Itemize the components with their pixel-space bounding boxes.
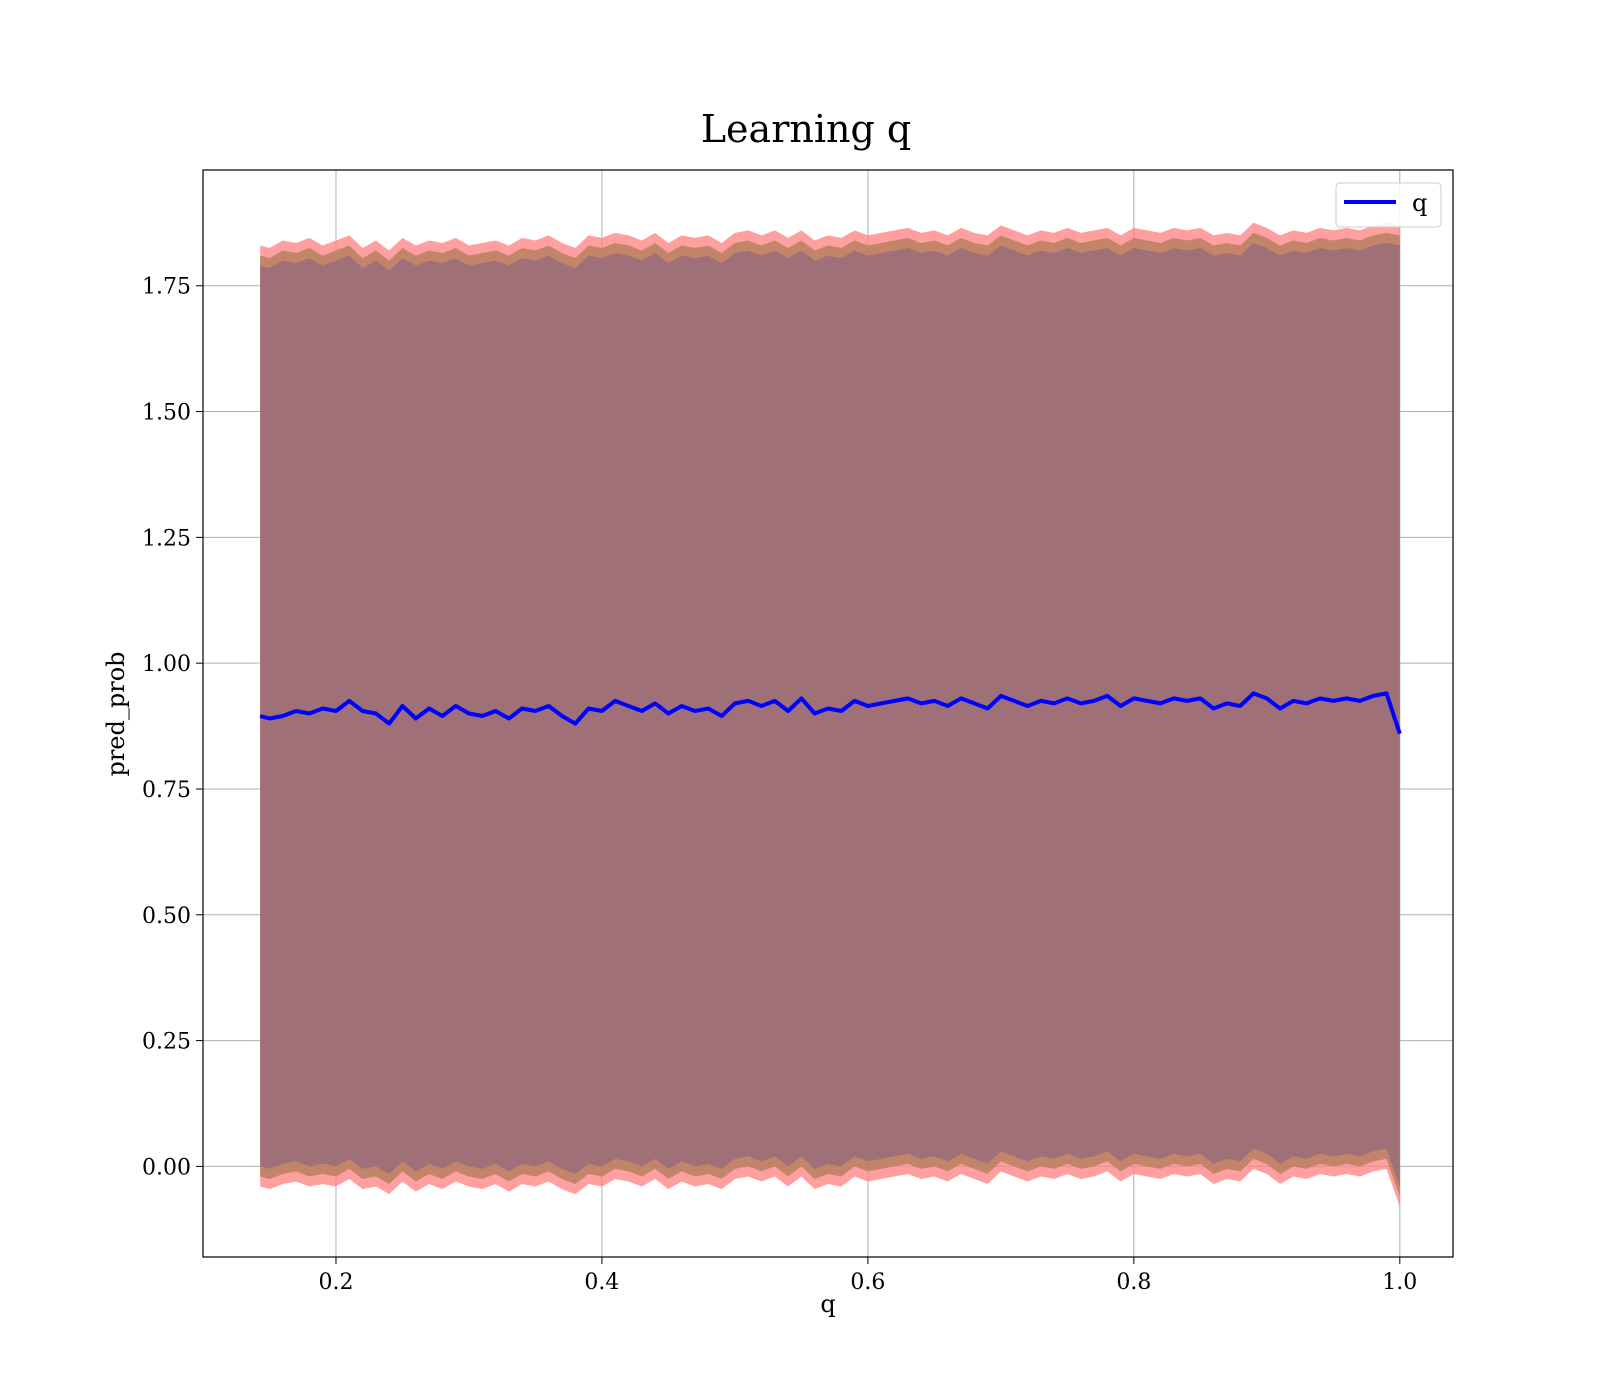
legend: q	[1335, 182, 1442, 228]
x-axis-label: q	[820, 1290, 835, 1318]
x-tick-label-1: 0.4	[584, 1270, 619, 1295]
legend-box	[1335, 182, 1442, 228]
x-tick-label-0: 0.2	[318, 1270, 353, 1295]
band-inner	[260, 243, 1400, 1187]
y-axis-label: pred_prob	[102, 651, 130, 776]
chart-title: Learning q	[701, 107, 911, 151]
y-tick-label-5: 1.25	[142, 526, 191, 551]
series-line-q	[259, 691, 1402, 735]
legend-label-q: q	[1412, 189, 1427, 217]
y-tick-label-6: 1.50	[142, 401, 191, 426]
x-tick-label-2: 0.6	[850, 1270, 885, 1295]
uncertainty-band	[260, 222, 1400, 1207]
x-tick-label-4: 1.0	[1382, 1270, 1417, 1295]
x-axis-ticks: 0.2 0.4 0.6 0.8 1.0	[318, 1257, 1417, 1295]
plot-frame	[202, 169, 1454, 1258]
y-tick-label-4: 1.00	[142, 652, 191, 677]
y-tick-label-7: 1.75	[142, 275, 191, 300]
x-tick-label-3: 0.8	[1116, 1270, 1151, 1295]
series-line-layer	[259, 691, 1402, 735]
y-axis-ticks: 0.00 0.25 0.50 0.75 1.00 1.25 1.50 1.75	[142, 275, 203, 1180]
y-tick-label-0: 0.00	[142, 1155, 191, 1180]
y-tick-label-3: 0.75	[142, 778, 191, 803]
y-tick-label-2: 0.50	[142, 904, 191, 929]
y-tick-label-1: 0.25	[142, 1030, 191, 1055]
